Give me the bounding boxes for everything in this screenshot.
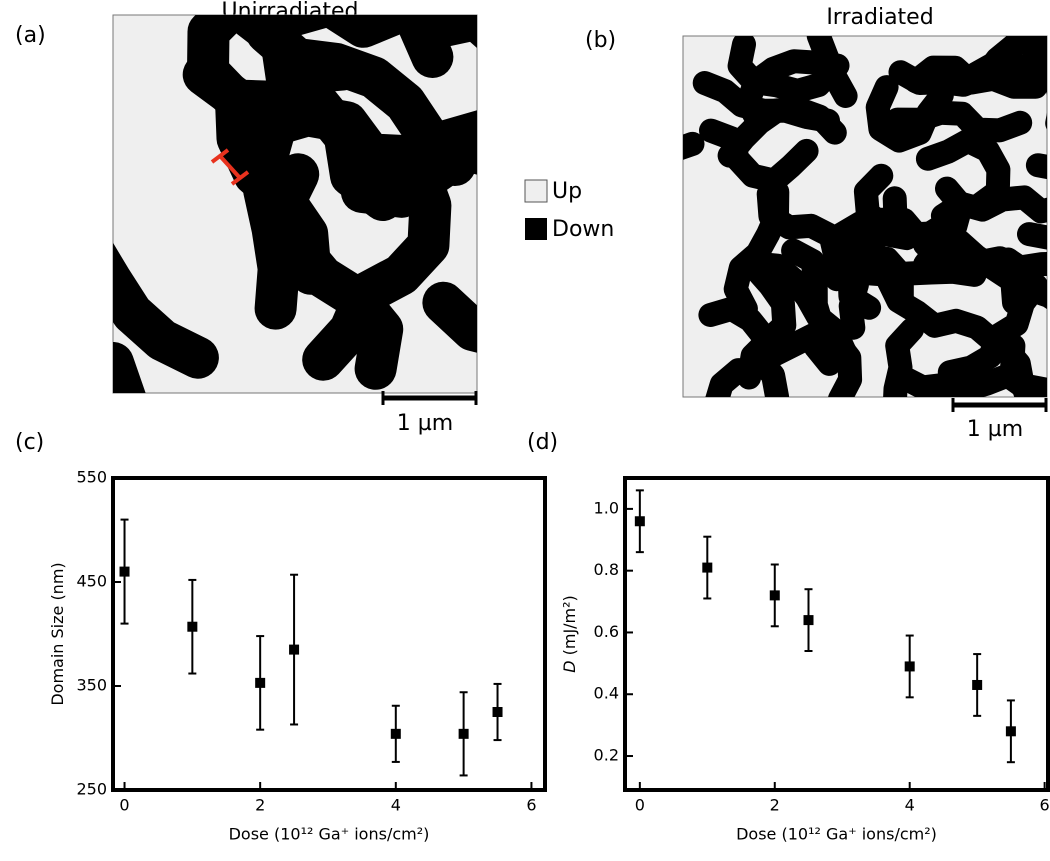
x-tick-label: 4: [905, 796, 915, 815]
x-axis-label: Dose (10¹² Ga⁺ ions/cm²): [229, 825, 430, 844]
scale-label: 1 µm: [967, 417, 1023, 442]
scale-label: 1 µm: [397, 411, 453, 436]
y-tick-label: 350: [76, 676, 107, 695]
panel-label: (b): [585, 28, 616, 53]
panel-label: (a): [15, 23, 46, 48]
data-point: [1006, 726, 1016, 736]
y-tick-label: 0.8: [594, 560, 619, 579]
y-tick-label: 0.4: [594, 684, 619, 703]
data-point: [905, 661, 915, 671]
data-point: [770, 590, 780, 600]
x-tick-label: 2: [770, 796, 780, 815]
x-tick-label: 4: [391, 796, 401, 815]
panel-label: (c): [15, 430, 44, 455]
y-tick-label: 1.0: [594, 498, 619, 517]
y-axis-symbol: D: [560, 660, 579, 672]
data-point: [635, 516, 645, 526]
legend-label: Up: [552, 179, 582, 204]
data-point: [391, 729, 401, 739]
y-tick-label: 0.6: [594, 622, 619, 641]
data-point: [120, 567, 130, 577]
x-axis-label: Dose (10¹² Ga⁺ ions/cm²): [736, 825, 937, 844]
x-tick-label: 0: [635, 796, 645, 815]
panel-label: (d): [527, 430, 558, 455]
x-tick-label: 6: [1040, 796, 1050, 815]
plot-frame: [113, 478, 545, 790]
data-point: [493, 707, 503, 717]
y-axis-unit: Domain Size (nm): [48, 562, 67, 705]
data-point: [289, 645, 299, 655]
x-tick-label: 6: [526, 796, 536, 815]
image-title: Irradiated: [826, 5, 933, 30]
y-tick-label: 250: [76, 780, 107, 799]
domain: [578, 144, 693, 196]
domain: [979, 254, 1050, 268]
y-tick-label: 550: [76, 468, 107, 487]
data-point: [804, 615, 814, 625]
y-axis-label: D (mJ/m²): [560, 595, 579, 673]
legend-swatch: [525, 218, 547, 240]
data-point: [187, 622, 197, 632]
x-tick-label: 2: [255, 796, 265, 815]
data-point: [702, 563, 712, 573]
y-axis-label: Domain Size (nm): [48, 562, 67, 705]
data-point: [972, 680, 982, 690]
y-tick-label: 450: [76, 572, 107, 591]
x-tick-label: 0: [119, 796, 129, 815]
legend-swatch: [525, 180, 547, 202]
legend-label: Down: [552, 217, 614, 242]
y-axis-unit: (mJ/m²): [560, 595, 579, 655]
data-point: [255, 678, 265, 688]
y-tick-label: 0.2: [594, 746, 619, 765]
data-point: [459, 729, 469, 739]
plot-frame: [625, 478, 1048, 790]
